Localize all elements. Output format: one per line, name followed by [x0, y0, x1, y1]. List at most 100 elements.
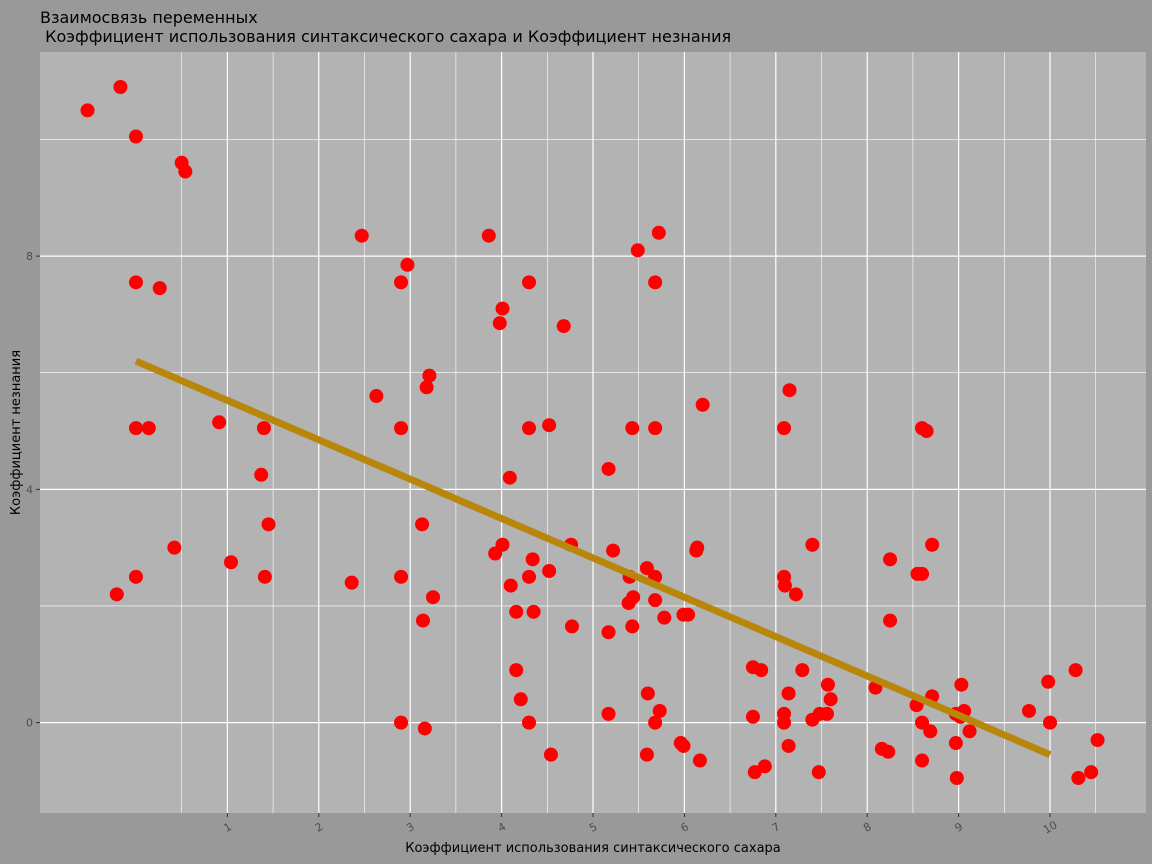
- scatter-point: [526, 604, 541, 619]
- scatter-point: [426, 590, 441, 605]
- scatter-point: [777, 578, 792, 593]
- scatter-point: [625, 619, 640, 634]
- scatter-point: [128, 569, 143, 584]
- scatter-point: [495, 537, 510, 552]
- x-tick-label: 8: [861, 820, 874, 835]
- scatter-point: [788, 587, 803, 602]
- scatter-point: [502, 470, 517, 485]
- scatter-point: [1068, 663, 1083, 678]
- scatter-point: [542, 563, 557, 578]
- chart-subtitle: Коэффициент использования синтаксическог…: [40, 27, 732, 46]
- scatter-point: [915, 566, 930, 581]
- scatter-point: [757, 759, 772, 774]
- scatter-point: [657, 610, 672, 625]
- y-tick-label: 8: [26, 250, 33, 263]
- scatter-point: [692, 753, 707, 768]
- x-tick-label: 2: [313, 820, 326, 835]
- scatter-point: [224, 555, 239, 570]
- grid-major: [40, 52, 1146, 813]
- scatter-point: [543, 747, 558, 762]
- scatter-point: [648, 715, 663, 730]
- scatter-point: [601, 706, 616, 721]
- scatter-point: [881, 744, 896, 759]
- scatter-point: [212, 415, 227, 430]
- scatter-point: [651, 225, 666, 240]
- scatter-point: [522, 715, 537, 730]
- scatter-point: [128, 129, 143, 144]
- scatter-point: [422, 368, 437, 383]
- scatter-point: [400, 257, 415, 272]
- scatter-point: [178, 164, 193, 179]
- x-tick-label: 10: [1041, 818, 1060, 836]
- x-tick-label: 5: [587, 820, 600, 835]
- scatter-point: [777, 421, 792, 436]
- scatter-point: [1022, 703, 1037, 718]
- scatter-point: [811, 765, 826, 780]
- scatter-point: [415, 517, 430, 532]
- scatter-point: [601, 625, 616, 640]
- scatter-point: [639, 747, 654, 762]
- scatter-point: [394, 715, 409, 730]
- x-tick-label: 1: [221, 820, 234, 835]
- scatter-point: [522, 421, 537, 436]
- scatter-point: [681, 607, 696, 622]
- scatter-point: [481, 228, 496, 243]
- scatter-point: [513, 692, 528, 707]
- scatter-point: [254, 467, 269, 482]
- scatter-point: [152, 281, 167, 296]
- y-axis-ticks: 0 4 8: [26, 250, 40, 730]
- scatter-point: [949, 771, 964, 786]
- scatter-point: [601, 461, 616, 476]
- scatter-point: [640, 686, 655, 701]
- scatter-point: [522, 569, 537, 584]
- scatter-point: [915, 715, 930, 730]
- scatter-point: [556, 319, 571, 334]
- scatter-point: [823, 692, 838, 707]
- scatter-point: [113, 79, 128, 94]
- scatter-point: [415, 613, 430, 628]
- scatter-point: [509, 604, 524, 619]
- scatter-point: [417, 721, 432, 736]
- scatter-point: [626, 590, 641, 605]
- scatter-point: [923, 724, 938, 739]
- trend-layer: [134, 357, 1052, 758]
- scatter-point: [648, 275, 663, 290]
- scatter-point: [1041, 674, 1056, 689]
- x-tick-label: 7: [770, 820, 783, 835]
- scatter-point: [782, 383, 797, 398]
- scatter-point: [883, 552, 898, 567]
- scatter-point: [648, 593, 663, 608]
- scatter-point: [495, 301, 510, 316]
- scatter-point: [795, 663, 810, 678]
- scatter-point: [883, 613, 898, 628]
- scatter-point: [1090, 733, 1105, 748]
- scatter-point: [777, 715, 792, 730]
- scatter-point: [394, 569, 409, 584]
- scatter-point: [639, 561, 654, 576]
- scatter-point: [167, 540, 182, 555]
- scatter-point: [492, 316, 507, 331]
- scatter-point: [625, 421, 640, 436]
- scatter-point: [695, 397, 710, 412]
- scatter-point: [676, 738, 691, 753]
- scatter-point: [542, 418, 557, 433]
- scatter-point: [962, 724, 977, 739]
- scatter-point: [915, 753, 930, 768]
- scatter-point: [394, 421, 409, 436]
- scatter-point: [394, 275, 409, 290]
- scatter-point: [1043, 715, 1058, 730]
- scatter-point: [781, 738, 796, 753]
- scatter-point: [690, 540, 705, 555]
- scatter-point: [80, 103, 95, 118]
- y-tick-label: 4: [26, 483, 33, 496]
- scatter-point: [648, 421, 663, 436]
- scatter-point: [354, 228, 369, 243]
- scatter-point: [745, 709, 760, 724]
- title-block: Взаимосвязь переменных Коэффициент испол…: [40, 8, 731, 46]
- scatter-point: [819, 706, 834, 721]
- scatter-point: [141, 421, 156, 436]
- x-axis-ticks: 1 2 3 4 5 6 7 8 9 10: [221, 813, 1060, 837]
- y-axis-title: Коэффициент незнания: [9, 350, 24, 515]
- scatter-point: [369, 389, 384, 404]
- scatter-point: [522, 275, 537, 290]
